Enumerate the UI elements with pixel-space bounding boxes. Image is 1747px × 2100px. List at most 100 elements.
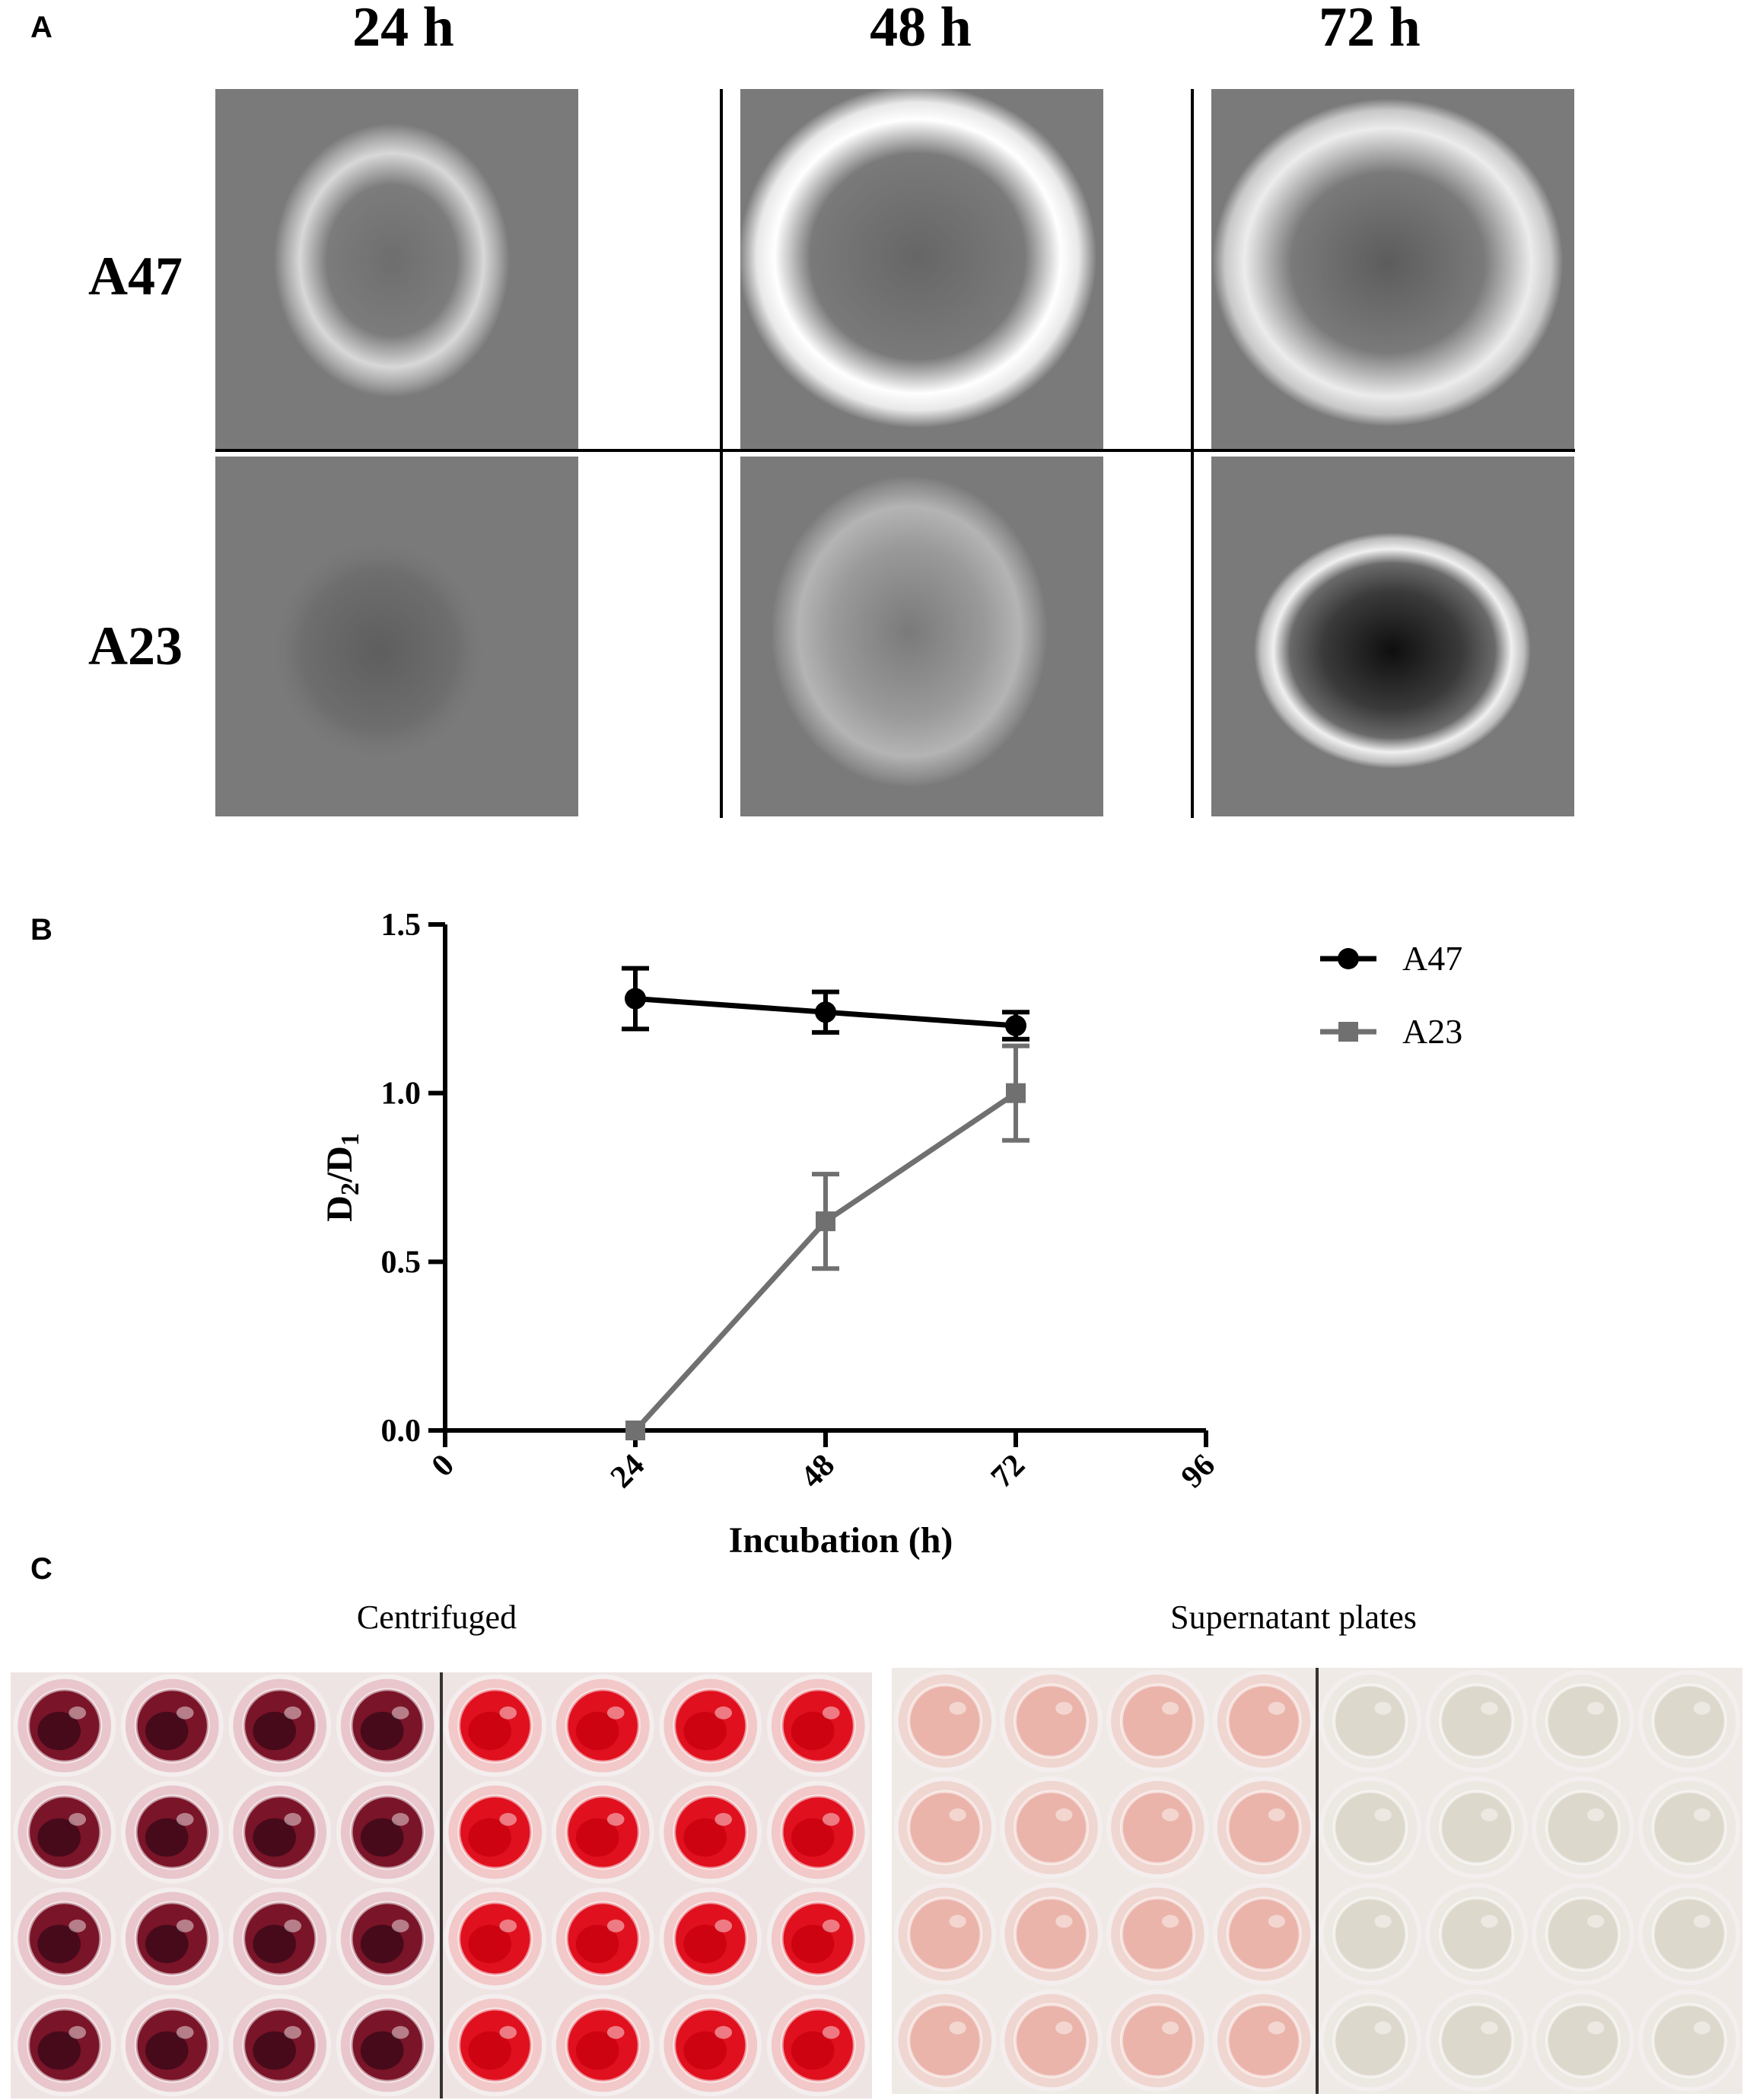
data-point-a23 (816, 1211, 835, 1232)
well (1106, 1776, 1209, 1879)
data-point-a47 (1005, 1015, 1026, 1036)
x-tick-label: 24 (604, 1448, 651, 1495)
well (228, 1887, 332, 1990)
well (893, 1669, 997, 1773)
well (228, 1780, 332, 1884)
plate-wells (892, 1668, 1742, 2094)
zone-image-a47-24h (215, 89, 578, 449)
column-header-48h: 48 h (870, 0, 972, 59)
well (1425, 1989, 1528, 2092)
well (444, 1993, 547, 2097)
panel-c-letter: C (30, 1552, 53, 1586)
data-point-a23 (1006, 1083, 1026, 1103)
centrifuged-plate-photo (11, 1672, 872, 2098)
well (893, 1989, 997, 2092)
well (336, 1780, 439, 1884)
separator-24h-48h (720, 89, 723, 818)
well (551, 1674, 654, 1777)
row-label-a23: A23 (88, 616, 183, 676)
well (1637, 1776, 1741, 1879)
well (766, 1674, 870, 1777)
well (120, 1993, 224, 2097)
plate-wells (11, 1672, 872, 2098)
panel-a-letter: A (30, 11, 53, 44)
well (1106, 1669, 1209, 1773)
x-tick-label: 72 (985, 1448, 1032, 1495)
x-axis-label: Incubation (h) (729, 1520, 953, 1561)
y-tick-label: 0.0 (381, 1414, 422, 1449)
well (1637, 1669, 1741, 1773)
well (659, 1780, 762, 1884)
caption-supernatant-plates: Supernatant plates (1170, 1599, 1417, 1636)
well (1319, 1669, 1422, 1773)
well (1212, 1882, 1316, 1986)
well (120, 1780, 224, 1884)
well (444, 1674, 547, 1777)
well (659, 1993, 762, 2097)
y-tick-label: 0.5 (381, 1245, 422, 1280)
well (1532, 1776, 1634, 1879)
well (1106, 1989, 1209, 2092)
well (1000, 1776, 1103, 1879)
well (228, 1993, 332, 2097)
well (766, 1780, 870, 1884)
well (1532, 1669, 1634, 1773)
well (766, 1887, 870, 1990)
well (551, 1993, 654, 2097)
well (893, 1776, 997, 1879)
x-tick-label: 96 (1175, 1448, 1222, 1495)
column-header-72h: 72 h (1319, 0, 1421, 59)
well (120, 1887, 224, 1990)
data-point-a23 (625, 1421, 645, 1440)
well (1425, 1776, 1528, 1879)
zone-image-a23-48h (740, 457, 1103, 816)
line-chart: 0.0 0.5 1.0 1.5 0 24 48 72 96 Incubation (h) D2/D1… (320, 908, 1462, 1561)
supernatant-plate-photo (892, 1668, 1742, 2094)
well (1106, 1882, 1209, 1986)
well (336, 1887, 439, 1990)
well (1000, 1669, 1103, 1773)
zone-image-a47-48h (740, 89, 1103, 449)
well (1319, 1989, 1422, 2092)
well (13, 1674, 116, 1777)
well (1425, 1882, 1528, 1986)
well (444, 1780, 547, 1884)
well (336, 1993, 439, 2097)
well (13, 1780, 116, 1884)
x-tick-label: 0 (425, 1448, 461, 1484)
well (551, 1780, 654, 1884)
well (1212, 1669, 1316, 1773)
well (1532, 1989, 1634, 2092)
data-point-a47 (815, 1001, 836, 1023)
legend-marker-a47 (1338, 948, 1359, 969)
well (893, 1882, 997, 1986)
well (1212, 1776, 1316, 1879)
caption-centrifuged: Centrifuged (356, 1599, 517, 1636)
column-header-24h: 24 h (352, 0, 454, 59)
well (120, 1674, 224, 1777)
well (13, 1993, 116, 2097)
legend-label-a47: A47 (1402, 939, 1462, 978)
panel-b-letter: B (30, 913, 53, 947)
well (1319, 1882, 1422, 1986)
zone-image-a47-72h (1211, 89, 1574, 449)
row-label-a47: A47 (88, 246, 183, 307)
well (1532, 1882, 1634, 1986)
separator-48h-72h (1191, 89, 1194, 818)
well (659, 1674, 762, 1777)
well (13, 1887, 116, 1990)
zone-image-a23-24h (215, 457, 578, 816)
well (766, 1993, 870, 2097)
legend-label-a23: A23 (1402, 1012, 1462, 1051)
well (228, 1674, 332, 1777)
separator-a47-a23 (215, 449, 1575, 452)
legend-marker-a23 (1338, 1022, 1358, 1042)
well (1319, 1776, 1422, 1879)
y-tick-label: 1.0 (381, 1077, 422, 1112)
x-tick-label: 48 (794, 1448, 842, 1495)
well (336, 1674, 439, 1777)
y-axis-label: D2/D1 (320, 1133, 364, 1222)
well (444, 1887, 547, 1990)
y-tick-label: 1.5 (381, 908, 422, 943)
well (1212, 1989, 1316, 2092)
